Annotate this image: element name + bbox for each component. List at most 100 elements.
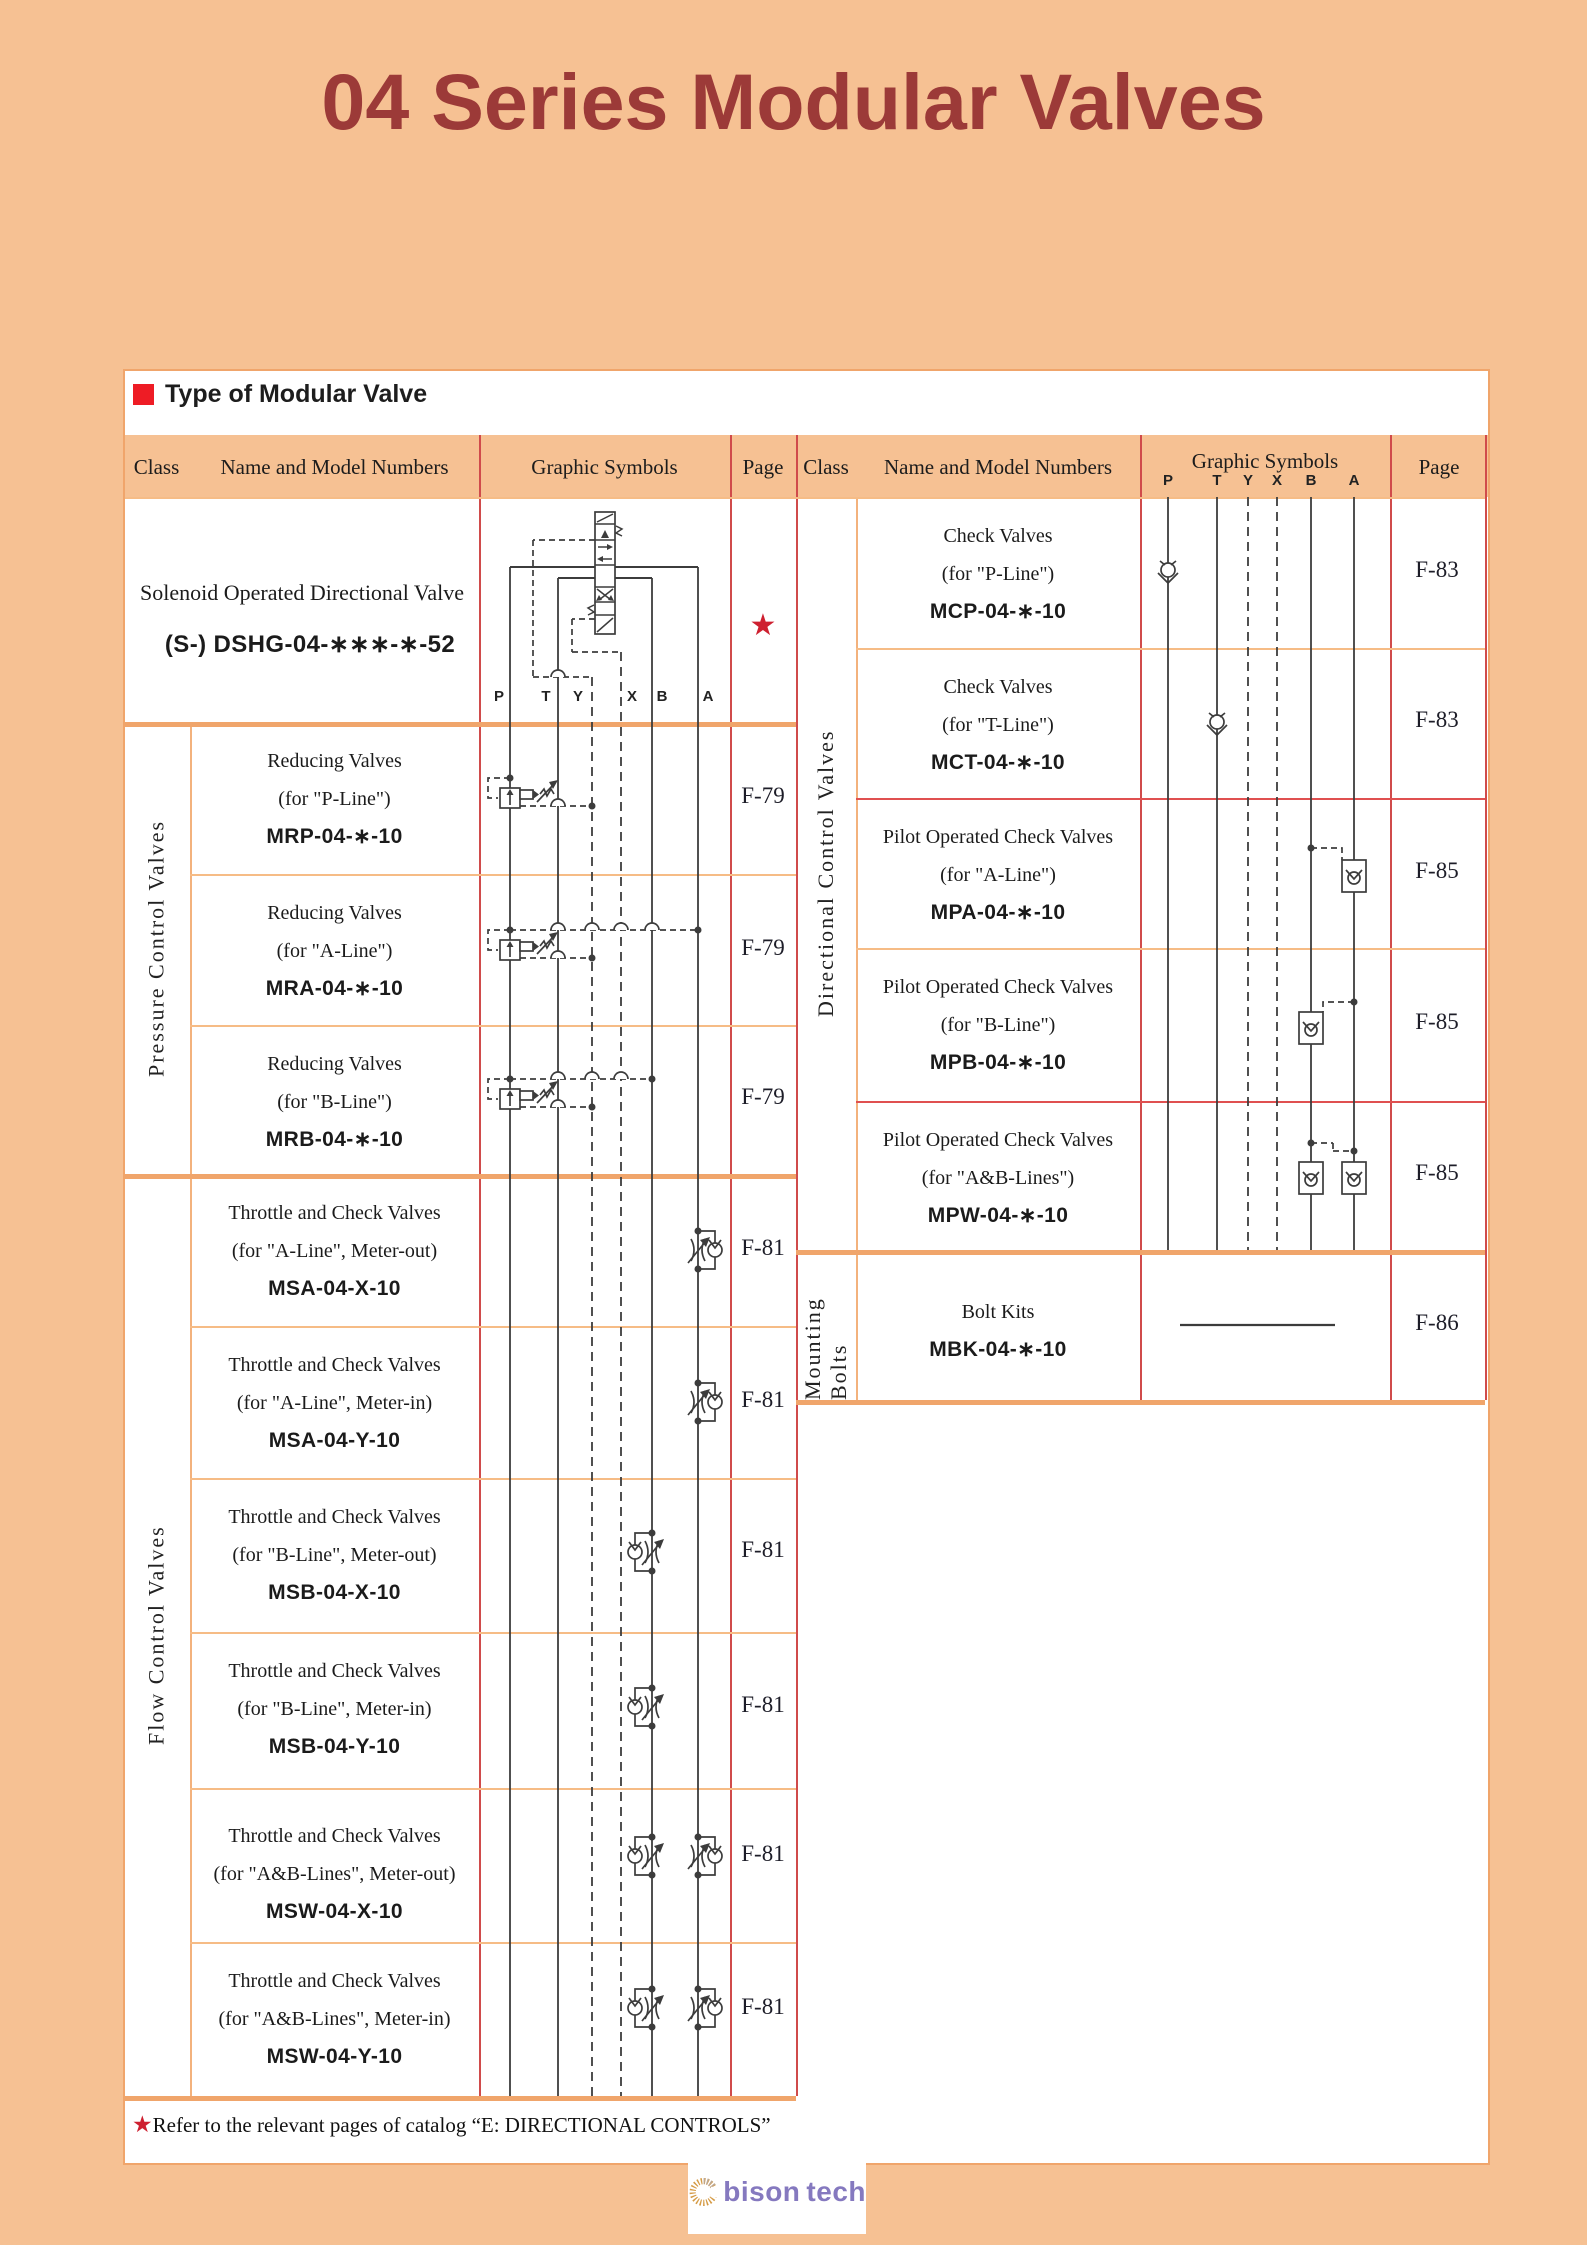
header-name-right: Name and Model Numbers bbox=[883, 455, 1113, 479]
header-symbols-left: Graphic Symbols bbox=[531, 455, 678, 479]
divider bbox=[856, 1101, 1485, 1103]
valve-subname: (for "T-Line") bbox=[942, 714, 1054, 736]
page-ref: F-81 bbox=[741, 1387, 785, 1412]
valve-name: Throttle and Check Valves bbox=[228, 1202, 441, 1224]
valve-subname: (for "B-Line") bbox=[940, 1014, 1056, 1036]
divider bbox=[123, 1174, 796, 1179]
valve-model: MPW-04-∗-10 bbox=[927, 1204, 1069, 1227]
valve-name: Throttle and Check Valves bbox=[228, 1506, 441, 1528]
divider bbox=[796, 1250, 1485, 1255]
divider bbox=[123, 722, 796, 727]
valve-model: MSA-04-X-10 bbox=[268, 1277, 401, 1300]
divider bbox=[730, 435, 732, 2096]
valve-name: Pilot Operated Check Valves bbox=[882, 1129, 1114, 1151]
valve-name: Throttle and Check Valves bbox=[228, 1970, 441, 1992]
valve-name: Check Valves bbox=[943, 525, 1053, 547]
header-symbols-right: Graphic Symbols bbox=[1191, 449, 1339, 473]
divider bbox=[1140, 435, 1142, 1400]
valve-model: MRP-04-∗-10 bbox=[266, 825, 403, 848]
divider bbox=[190, 1632, 796, 1634]
divider bbox=[190, 1025, 796, 1027]
valve-name: Reducing Valves bbox=[267, 1053, 402, 1075]
valve-model: MCT-04-∗-10 bbox=[930, 751, 1066, 774]
page-ref: F-83 bbox=[1415, 707, 1459, 732]
valve-name: Bolt Kits bbox=[961, 1301, 1035, 1323]
divider bbox=[856, 948, 1485, 950]
table-header-band bbox=[125, 435, 1488, 497]
port-label-p: P bbox=[493, 688, 505, 705]
valve-subname: (for "P-Line") bbox=[278, 788, 391, 810]
valve-subname: (for "A-Line", Meter-in) bbox=[236, 1392, 433, 1414]
port-label-b: B bbox=[1305, 472, 1317, 489]
divider bbox=[190, 1478, 796, 1480]
valve-model: MSA-04-Y-10 bbox=[268, 1429, 401, 1452]
class-label-pressure-control: Pressure Control Valves bbox=[143, 819, 169, 1077]
divider bbox=[1485, 435, 1487, 1400]
footer-note-text: Refer to the relevant pages of catalog “… bbox=[152, 2113, 771, 2137]
port-label-t: T bbox=[1212, 472, 1222, 489]
valve-subname: (for "A-Line") bbox=[940, 864, 1056, 886]
divider bbox=[190, 1942, 796, 1944]
valve-subname: (for "B-Line", Meter-in) bbox=[237, 1698, 432, 1720]
valve-model: MRB-04-∗-10 bbox=[265, 1128, 404, 1151]
footer-note: ★Refer to the relevant pages of catalog … bbox=[132, 2112, 771, 2138]
page-ref: F-86 bbox=[1415, 1310, 1459, 1335]
divider bbox=[190, 1326, 796, 1328]
header-name-left: Name and Model Numbers bbox=[220, 455, 449, 479]
valve-name: Throttle and Check Valves bbox=[228, 1354, 441, 1376]
page-ref: F-85 bbox=[1415, 1009, 1459, 1034]
page-ref: F-81 bbox=[741, 1841, 785, 1866]
page-ref-star: ★ bbox=[749, 609, 777, 642]
valve-model: MRA-04-∗-10 bbox=[265, 977, 404, 1000]
valve-model: MSB-04-X-10 bbox=[268, 1581, 401, 1604]
bisontech-sunburst-icon bbox=[689, 2177, 722, 2207]
valve-name: Solenoid Operated Directional Valve bbox=[140, 580, 464, 605]
divider bbox=[856, 648, 1485, 650]
bisontech-logo-text: bison tech bbox=[723, 2176, 866, 2208]
port-label-a: A bbox=[1348, 472, 1360, 489]
class-label-directional-control: Directional Control Valves bbox=[813, 729, 838, 1018]
bisontech-logo: bison tech bbox=[688, 2150, 866, 2234]
class-label-mounting-bolts: Mounting Bolts bbox=[800, 1297, 851, 1400]
valve-name: Reducing Valves bbox=[267, 902, 402, 924]
port-label-b: B bbox=[656, 688, 668, 705]
divider bbox=[796, 435, 798, 2096]
class-label-flow-control: Flow Control Valves bbox=[143, 1525, 169, 1745]
port-label-a: A bbox=[702, 688, 714, 705]
divider bbox=[479, 435, 481, 2096]
page-ref: F-79 bbox=[741, 1084, 785, 1109]
page-ref: F-81 bbox=[741, 1994, 785, 2019]
valve-model: MSW-04-Y-10 bbox=[266, 2045, 403, 2068]
valve-model: MPA-04-∗-10 bbox=[930, 901, 1066, 924]
valve-subname: (for "A-Line", Meter-out) bbox=[231, 1240, 438, 1262]
header-page-right: Page bbox=[1418, 455, 1460, 479]
valve-model: (S-) DSHG-04-∗∗∗-∗-52 bbox=[164, 631, 456, 658]
page-ref: F-83 bbox=[1415, 557, 1459, 582]
logo-word-1: bison bbox=[723, 2176, 801, 2207]
page-ref: F-81 bbox=[741, 1537, 785, 1562]
port-label-y: Y bbox=[572, 688, 584, 705]
page-ref: F-79 bbox=[741, 783, 785, 808]
port-label-x: X bbox=[1271, 472, 1283, 489]
page-ref: F-81 bbox=[741, 1235, 785, 1260]
divider bbox=[1390, 435, 1392, 1400]
header-class-left: Class bbox=[133, 455, 180, 479]
page-ref: F-85 bbox=[1415, 858, 1459, 883]
divider bbox=[190, 1788, 796, 1790]
valve-name: Check Valves bbox=[943, 676, 1053, 698]
valve-subname: (for "B-Line") bbox=[277, 1091, 392, 1113]
page-title: 04 Series Modular Valves bbox=[321, 57, 1266, 146]
valve-subname: (for "A&B-Lines", Meter-in) bbox=[218, 2008, 451, 2030]
valve-model: MBK-04-∗-10 bbox=[929, 1338, 1067, 1361]
valve-model: MSW-04-X-10 bbox=[265, 1900, 403, 1923]
red-square-icon bbox=[133, 384, 154, 405]
section-heading-label: Type of Modular Valve bbox=[165, 380, 428, 408]
content-box bbox=[123, 369, 1490, 2165]
divider bbox=[190, 874, 796, 876]
valve-subname: (for "A-Line") bbox=[276, 940, 393, 962]
valve-subname: (for "A&B-Lines", Meter-out) bbox=[213, 1863, 456, 1885]
valve-subname: (for "A&B-Lines") bbox=[921, 1167, 1075, 1189]
valve-model: MPB-04-∗-10 bbox=[929, 1051, 1067, 1074]
page-ref: F-79 bbox=[741, 935, 785, 960]
port-label-y: Y bbox=[1242, 472, 1254, 489]
